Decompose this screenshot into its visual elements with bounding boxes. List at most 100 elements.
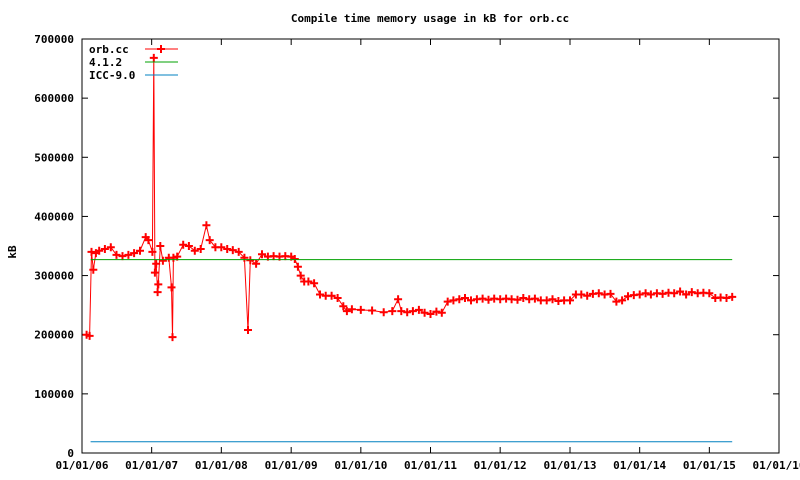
data-point — [179, 240, 188, 249]
data-point — [85, 331, 94, 340]
data-point — [252, 259, 261, 268]
x-tick-label: 01/01/16 — [753, 459, 800, 472]
data-point — [118, 252, 127, 261]
x-tick-label: 01/01/11 — [404, 459, 457, 472]
data-point — [513, 295, 522, 304]
data-point — [641, 289, 650, 298]
data-point — [566, 296, 574, 305]
y-tick-label: 200000 — [34, 329, 74, 342]
x-tick-label: 01/01/09 — [265, 459, 318, 472]
y-tick-label: 0 — [67, 447, 74, 460]
data-point — [379, 308, 388, 317]
data-point — [612, 297, 621, 306]
data-point — [339, 302, 348, 311]
data-point — [205, 236, 214, 245]
data-point — [148, 247, 157, 256]
x-tick-label: 01/01/14 — [613, 459, 666, 472]
y-axis: 0 100000 200000 300000 400000 500000 600000 700… — [34, 33, 779, 460]
x-tick-label: 01/01/15 — [683, 459, 736, 472]
data-point — [356, 305, 365, 314]
data-point — [153, 288, 162, 297]
x-tick-label: 01/01/07 — [125, 459, 178, 472]
data-point — [368, 306, 377, 315]
data-point — [594, 289, 603, 298]
data-point — [190, 246, 199, 255]
data-point — [437, 308, 446, 317]
series-orb-cc — [82, 53, 737, 342]
data-point — [577, 290, 586, 299]
data-point — [342, 307, 351, 316]
y-tick-label: 500000 — [34, 151, 74, 164]
y-tick-label: 700000 — [34, 33, 74, 46]
data-point — [296, 271, 305, 280]
x-tick-label: 01/01/08 — [195, 459, 248, 472]
data-point — [87, 247, 96, 256]
data-point — [89, 265, 98, 274]
data-point — [414, 305, 423, 314]
data-point — [124, 250, 133, 259]
data-point — [624, 292, 632, 301]
data-point — [420, 308, 429, 317]
data-point — [484, 295, 493, 304]
data-point — [333, 294, 342, 302]
data-point — [705, 289, 714, 298]
data-point — [682, 290, 691, 299]
data-point — [455, 295, 464, 304]
data-point — [95, 246, 104, 255]
x-tick-label: 01/01/12 — [474, 459, 527, 472]
data-point — [432, 307, 441, 316]
data-point — [169, 253, 178, 262]
data-point — [154, 280, 163, 289]
y-tick-label: 400000 — [34, 210, 74, 223]
data-point — [293, 262, 302, 271]
legend-label: ICC-9.0 — [89, 69, 135, 82]
legend-marker — [157, 45, 165, 53]
data-point — [202, 221, 211, 230]
y-tick-label: 300000 — [34, 270, 74, 283]
data-point — [635, 290, 644, 299]
data-point — [394, 295, 403, 304]
data-point — [310, 279, 319, 288]
data-point — [167, 283, 176, 292]
data-point — [646, 290, 655, 299]
data-point — [397, 307, 406, 316]
data-point — [606, 289, 615, 298]
data-point — [467, 296, 475, 305]
data-point — [106, 243, 115, 252]
data-point — [223, 245, 232, 253]
data-point — [130, 249, 139, 258]
data-point — [530, 294, 539, 303]
data-point — [290, 255, 299, 263]
data-point — [426, 310, 435, 318]
data-point — [403, 308, 412, 317]
data-point — [136, 246, 144, 255]
data-point — [100, 245, 109, 253]
y-tick-label: 100000 — [34, 388, 74, 401]
data-point — [244, 326, 252, 334]
data-point — [449, 296, 458, 305]
data-point — [722, 294, 731, 302]
data-point — [658, 289, 667, 298]
data-point — [388, 307, 397, 316]
data-point — [519, 294, 528, 302]
legend-label: orb.cc — [89, 43, 129, 56]
data-point — [542, 296, 551, 305]
data-point — [184, 242, 193, 250]
chart-title: Compile time memory usage in kB for orb.… — [291, 12, 569, 25]
data-point — [327, 291, 336, 300]
data-point — [217, 243, 226, 252]
data-point — [316, 290, 324, 299]
y-tick-label: 600000 — [34, 92, 74, 105]
series-layer — [82, 53, 737, 443]
data-point — [258, 250, 266, 259]
data-point — [149, 53, 158, 62]
legend-label: 4.1.2 — [89, 56, 122, 69]
data-point — [228, 246, 237, 255]
data-point — [347, 305, 356, 314]
x-axis: 01/01/06 01/01/07 01/01/08 01/01/09 01/01/10… — [56, 39, 800, 472]
data-point — [618, 296, 627, 305]
data-point — [443, 297, 452, 306]
data-point — [168, 333, 177, 342]
